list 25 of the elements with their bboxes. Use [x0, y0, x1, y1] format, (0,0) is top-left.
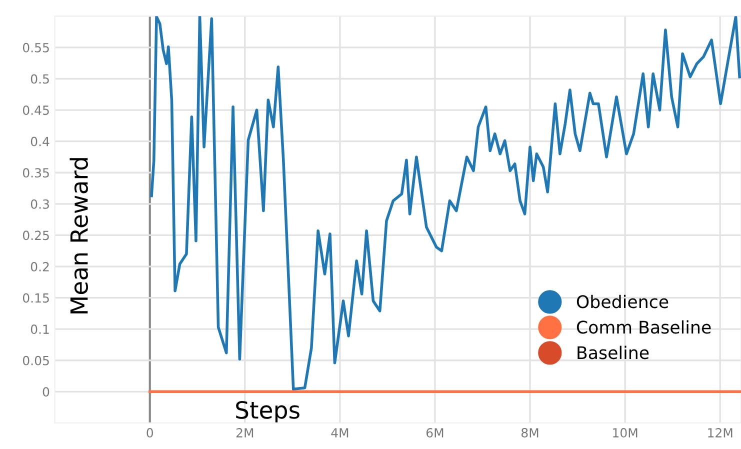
- x-tick-label: 8M: [521, 428, 538, 438]
- y-tick-label: 0.25: [22, 230, 49, 240]
- x-tick-label: 10M: [613, 428, 638, 438]
- legend-label: Baseline: [578, 346, 649, 360]
- legend-label: Comm Baseline: [576, 320, 711, 334]
- x-tick-label: 12M: [708, 428, 732, 438]
- y-tick-label: 0.2: [30, 262, 49, 272]
- y-tick-label: 0.3: [30, 199, 49, 209]
- legend-label: Obedience: [576, 294, 668, 308]
- x-tick-label: 4M: [331, 428, 348, 438]
- y-tick-label: 0.45: [22, 106, 49, 115]
- y-tick-label: 0: [42, 387, 50, 397]
- x-axis-title: Steps: [236, 401, 300, 424]
- y-tick-label: 0.15: [22, 293, 49, 303]
- y-tick-label: 0.35: [22, 168, 49, 178]
- x-tick-label: 0: [146, 428, 154, 438]
- y-tick-label: 0.5: [30, 74, 49, 84]
- x-tick-label: 2M: [236, 428, 254, 438]
- y-axis-title: Mean Reward: [70, 158, 88, 314]
- y-tick-label: 0.1: [30, 324, 49, 334]
- y-tick-label: 0.4: [30, 136, 50, 146]
- y-tick-label: 0.05: [22, 356, 49, 366]
- line-series: [150, 16, 741, 391]
- x-tick-label: 6M: [426, 428, 444, 438]
- y-tick-label: 0.55: [22, 42, 49, 52]
